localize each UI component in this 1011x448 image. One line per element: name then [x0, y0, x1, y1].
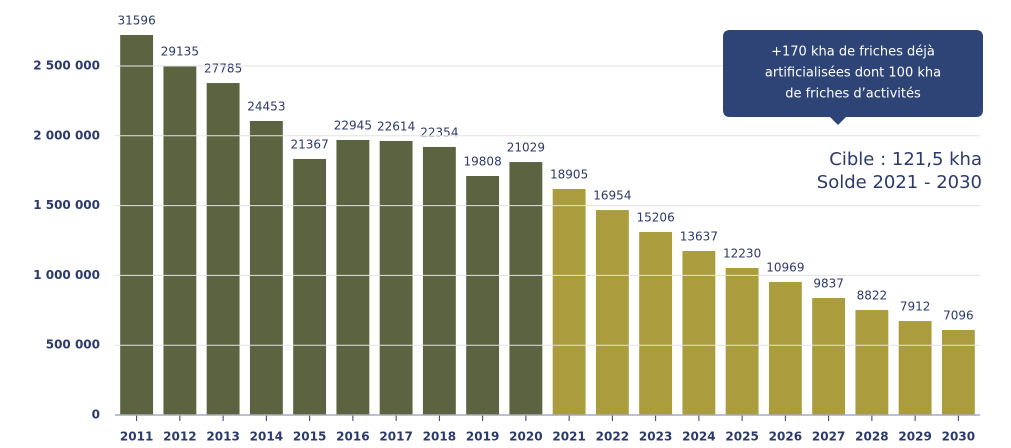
x-tick-label: 2030 — [942, 430, 975, 444]
x-tick-label: 2022 — [596, 430, 629, 444]
x-tick-label: 2021 — [552, 430, 585, 444]
bar — [552, 188, 586, 415]
bar-label: 18905 — [550, 167, 588, 181]
x-tick-label: 2017 — [379, 430, 412, 444]
bar-label: 9837 — [813, 277, 844, 291]
bar-label: 7912 — [900, 300, 931, 314]
bar — [725, 268, 759, 415]
x-tick-label: 2027 — [812, 430, 845, 444]
bar — [379, 140, 413, 415]
y-tick-label: 1 500 000 — [33, 198, 100, 212]
bar-label: 8822 — [857, 289, 888, 303]
x-tick-label: 2011 — [120, 430, 153, 444]
x-tick-label: 2012 — [163, 430, 196, 444]
x-tick-label: 2013 — [206, 430, 239, 444]
bar-label: 10969 — [766, 260, 804, 274]
bar-label: 22945 — [334, 118, 372, 132]
y-tick-label: 0 — [92, 408, 100, 422]
callout-box — [723, 30, 983, 125]
bar — [163, 66, 197, 415]
bar-label: 21367 — [291, 137, 329, 151]
bar — [898, 321, 932, 415]
bar-label: 12230 — [723, 247, 761, 261]
x-tick-label: 2020 — [509, 430, 542, 444]
y-tick-label: 1 000 000 — [33, 268, 100, 282]
x-tick-label: 2029 — [898, 430, 931, 444]
callout-line: artificialisées dont 100 kha — [765, 66, 941, 81]
x-tick-label: 2019 — [466, 430, 499, 444]
bar — [855, 310, 889, 415]
bar — [120, 35, 154, 416]
bar-label: 21029 — [507, 141, 545, 155]
bar-label: 22354 — [420, 125, 458, 139]
bar — [941, 329, 975, 415]
x-tick-label: 2026 — [769, 430, 802, 444]
x-tick-label: 2015 — [293, 430, 326, 444]
x-tick-label: 2016 — [336, 430, 369, 444]
x-tick-label: 2018 — [423, 430, 456, 444]
bar-label: 24453 — [247, 100, 285, 114]
bar — [682, 250, 716, 415]
bar — [639, 231, 673, 415]
target-line: Cible : 121,5 kha — [829, 149, 982, 170]
bar-label: 15206 — [637, 210, 675, 224]
x-tick-label: 2024 — [682, 430, 715, 444]
bar-label: 16954 — [593, 189, 631, 203]
bar-label: 31596 — [118, 14, 156, 28]
bar-label: 7096 — [943, 308, 974, 322]
bar — [422, 146, 456, 415]
y-tick-label: 500 000 — [46, 338, 100, 352]
bar-label: 13637 — [680, 229, 718, 243]
bar — [595, 210, 629, 415]
bar — [336, 139, 370, 415]
y-tick-label: 2 000 000 — [33, 128, 100, 142]
bar — [293, 158, 327, 415]
bar — [249, 121, 283, 415]
bar — [206, 83, 240, 416]
x-tick-label: 2014 — [250, 430, 283, 444]
x-tick-label: 2028 — [855, 430, 888, 444]
y-tick-label: 2 500 000 — [33, 59, 100, 73]
x-tick-label: 2023 — [639, 430, 672, 444]
bar-label: 27785 — [204, 62, 242, 76]
bar — [768, 281, 802, 415]
bar-label: 19808 — [464, 155, 502, 169]
callout-line: +170 kha de friches déjà — [771, 45, 935, 60]
bar-label: 29135 — [161, 45, 199, 59]
bar — [466, 176, 500, 415]
bar-label: 22614 — [377, 119, 415, 133]
bar — [812, 298, 846, 415]
target-line: Solde 2021 - 2030 — [817, 172, 982, 193]
callout-line: de friches d’activités — [785, 87, 921, 102]
x-tick-label: 2025 — [725, 430, 758, 444]
bar — [509, 162, 543, 415]
